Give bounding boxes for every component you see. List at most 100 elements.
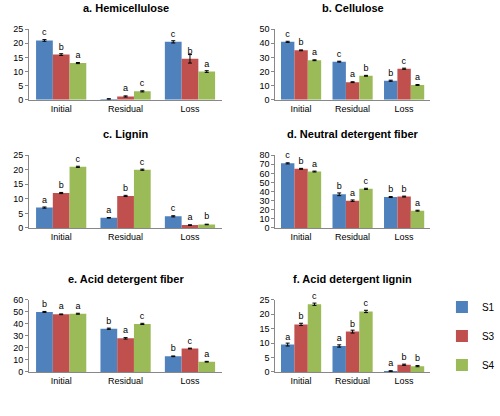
- svg-text:a: a: [59, 301, 64, 311]
- svg-text:Initial: Initial: [51, 376, 72, 386]
- svg-text:Residual: Residual: [108, 376, 143, 386]
- svg-text:S1: S1: [482, 302, 495, 313]
- svg-text:b: b: [388, 184, 393, 194]
- svg-text:0: 0: [264, 95, 269, 105]
- svg-text:a: a: [388, 358, 393, 368]
- svg-text:Loss: Loss: [180, 376, 200, 386]
- svg-text:Initial: Initial: [51, 232, 72, 242]
- svg-text:c: c: [363, 298, 368, 308]
- svg-text:a: a: [312, 47, 317, 57]
- svg-text:15: 15: [259, 324, 269, 334]
- svg-text:b: b: [299, 311, 304, 321]
- svg-text:5: 5: [18, 81, 23, 91]
- svg-text:b: b: [171, 343, 176, 353]
- svg-text:c: c: [402, 56, 407, 66]
- svg-text:a: a: [312, 159, 317, 169]
- svg-text:25: 25: [13, 24, 23, 34]
- svg-text:20: 20: [259, 67, 269, 77]
- svg-text:20: 20: [13, 165, 23, 175]
- svg-text:b. Cellulose: b. Cellulose: [322, 2, 384, 14]
- svg-text:10: 10: [13, 67, 23, 77]
- svg-text:c: c: [140, 311, 145, 321]
- svg-text:25: 25: [13, 150, 23, 160]
- svg-text:b: b: [388, 68, 393, 78]
- svg-text:50: 50: [13, 307, 23, 317]
- svg-text:a: a: [42, 195, 47, 205]
- svg-text:c: c: [140, 78, 145, 88]
- svg-text:0: 0: [18, 223, 23, 233]
- svg-text:20: 20: [259, 205, 269, 215]
- svg-text:60: 60: [13, 295, 23, 305]
- svg-text:c: c: [363, 176, 368, 186]
- svg-text:Residual: Residual: [108, 104, 143, 114]
- svg-text:b: b: [363, 63, 368, 73]
- svg-text:15: 15: [13, 53, 23, 63]
- svg-text:20: 20: [13, 38, 23, 48]
- svg-text:40: 40: [259, 38, 269, 48]
- svg-text:0: 0: [18, 95, 23, 105]
- svg-text:0: 0: [264, 367, 269, 377]
- svg-text:a: a: [415, 72, 420, 82]
- svg-text:Initial: Initial: [291, 376, 312, 386]
- svg-text:Loss: Loss: [395, 376, 415, 386]
- svg-text:10: 10: [13, 355, 23, 365]
- svg-text:b: b: [42, 299, 47, 309]
- svg-text:Initial: Initial: [291, 232, 312, 242]
- svg-text:a: a: [123, 325, 128, 335]
- svg-text:b: b: [402, 352, 407, 362]
- svg-text:Initial: Initial: [291, 104, 312, 114]
- svg-text:30: 30: [259, 196, 269, 206]
- svg-text:d. Neutral detergent fiber: d. Neutral detergent fiber: [287, 128, 419, 140]
- svg-text:Residual: Residual: [335, 376, 370, 386]
- svg-text:50: 50: [259, 24, 269, 34]
- svg-text:10: 10: [259, 214, 269, 224]
- svg-text:a: a: [75, 301, 80, 311]
- svg-text:a: a: [204, 59, 209, 69]
- svg-text:Residual: Residual: [108, 232, 143, 242]
- svg-text:10: 10: [13, 194, 23, 204]
- svg-text:40: 40: [259, 187, 269, 197]
- svg-text:50: 50: [259, 178, 269, 188]
- svg-text:c: c: [140, 157, 145, 167]
- svg-text:b: b: [415, 353, 420, 363]
- svg-text:a: a: [123, 83, 128, 93]
- svg-text:c: c: [171, 203, 176, 213]
- svg-text:10: 10: [259, 338, 269, 348]
- svg-text:10: 10: [259, 81, 269, 91]
- svg-text:Loss: Loss: [395, 232, 415, 242]
- svg-text:e. Acid detergent fiber: e. Acid detergent fiber: [68, 273, 184, 285]
- svg-text:c: c: [42, 27, 47, 37]
- svg-text:c: c: [312, 291, 317, 301]
- svg-text:c: c: [187, 336, 192, 346]
- svg-text:c: c: [285, 150, 290, 160]
- svg-text:70: 70: [259, 159, 269, 169]
- svg-text:Residual: Residual: [335, 232, 370, 242]
- svg-text:a: a: [75, 50, 80, 60]
- svg-text:c: c: [75, 154, 80, 164]
- svg-text:b: b: [402, 184, 407, 194]
- svg-text:40: 40: [13, 319, 23, 329]
- svg-text:20: 20: [259, 309, 269, 319]
- svg-text:60: 60: [259, 169, 269, 179]
- svg-text:a: a: [187, 212, 192, 222]
- svg-text:b: b: [350, 319, 355, 329]
- svg-text:25: 25: [259, 295, 269, 305]
- svg-text:5: 5: [18, 209, 23, 219]
- svg-text:a: a: [285, 332, 290, 342]
- svg-text:Initial: Initial: [51, 104, 72, 114]
- svg-text:a: a: [204, 349, 209, 359]
- svg-text:b: b: [123, 183, 128, 193]
- svg-text:a: a: [350, 188, 355, 198]
- svg-text:a: a: [337, 333, 342, 343]
- svg-text:Loss: Loss: [180, 104, 200, 114]
- svg-text:b: b: [106, 316, 111, 326]
- svg-text:Loss: Loss: [395, 104, 415, 114]
- svg-text:Loss: Loss: [180, 232, 200, 242]
- svg-text:80: 80: [259, 150, 269, 160]
- svg-text:a. Hemicellulose: a. Hemicellulose: [83, 2, 169, 14]
- svg-text:30: 30: [259, 53, 269, 63]
- svg-text:b: b: [187, 46, 192, 56]
- svg-text:b: b: [337, 181, 342, 191]
- svg-text:b: b: [299, 156, 304, 166]
- svg-text:5: 5: [264, 353, 269, 363]
